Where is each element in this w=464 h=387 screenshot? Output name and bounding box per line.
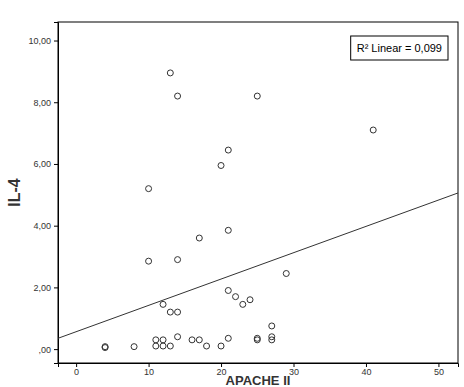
point (254, 93, 260, 99)
point (102, 345, 108, 351)
point (153, 343, 159, 349)
y-tick-mark (54, 102, 58, 103)
y-axis: ,00 2,00 4,00 6,00 8,00 10,00 (28, 23, 58, 364)
marks (58, 70, 458, 351)
y-tick-mark (54, 226, 58, 227)
y-tick: ,00 (38, 344, 58, 354)
x-tick: 50 (434, 363, 444, 377)
y-tick-mark (54, 41, 58, 42)
x-tick-label: 30 (289, 367, 299, 377)
y-tick-mark (54, 287, 58, 288)
point (283, 271, 289, 277)
point (196, 235, 202, 241)
y-tick: 8,00 (33, 98, 58, 108)
point (175, 93, 181, 99)
point (102, 344, 108, 350)
point (160, 343, 166, 349)
annotation-box (351, 36, 448, 60)
y-tick-label: 2,00 (33, 283, 51, 293)
point (218, 343, 224, 349)
y-tick: 10,00 (28, 36, 58, 46)
point (146, 258, 152, 264)
point (218, 162, 224, 168)
y-tick-label: 10,00 (28, 36, 51, 46)
y-tick-label: 6,00 (33, 159, 51, 169)
point (269, 337, 275, 343)
point (131, 344, 137, 350)
y-axis-line (54, 23, 59, 364)
y-tick-mark (54, 164, 58, 165)
point (146, 186, 152, 192)
annotation-text: R² Linear = 0,099 (357, 42, 442, 54)
plot: 01020304050,002,004,006,008,0010,00 (28, 22, 458, 377)
y-tick: 4,00 (33, 221, 58, 231)
point (196, 337, 202, 343)
point (225, 335, 231, 341)
chart: 01020304050,002,004,006,008,0010,00APACH… (0, 0, 464, 387)
y-axis-title: IL-4 (6, 178, 23, 207)
point (204, 343, 210, 349)
x-tick: 30 (289, 363, 299, 377)
point (225, 227, 231, 233)
y-tick: 2,00 (33, 283, 58, 293)
y-tick: 6,00 (33, 159, 58, 169)
point (269, 323, 275, 329)
y-tick-label: 4,00 (33, 221, 51, 231)
point (167, 70, 173, 76)
x-tick: 40 (361, 363, 371, 377)
x-tick-mark (438, 363, 439, 367)
plot-frame (58, 22, 458, 363)
x-tick-mark (366, 363, 367, 367)
x-tick-mark (294, 363, 295, 367)
x-axis-line (59, 364, 459, 368)
point (247, 297, 253, 303)
point (175, 309, 181, 315)
point (189, 337, 195, 343)
annotation: R² Linear = 0,099 (351, 36, 448, 60)
x-tick: 10 (144, 363, 154, 377)
point (175, 334, 181, 340)
point (160, 337, 166, 343)
x-axis-title: APACHE II (226, 373, 291, 387)
point (167, 309, 173, 315)
x-tick-label: 50 (434, 367, 444, 377)
x-tick-mark (149, 363, 150, 367)
point (225, 147, 231, 153)
point (370, 127, 376, 133)
point (233, 294, 239, 300)
x-tick-mark (76, 363, 77, 367)
point (175, 257, 181, 263)
y-tick-label: 8,00 (33, 98, 51, 108)
x-tick-label: 40 (361, 367, 371, 377)
point (240, 301, 246, 307)
x-tick-label: 0 (74, 367, 79, 377)
y-tick-mark (54, 349, 58, 350)
point (153, 337, 159, 343)
fit-line (58, 193, 458, 338)
point (254, 335, 260, 341)
x-tick-label: 10 (144, 367, 154, 377)
point (160, 301, 166, 307)
point (167, 343, 173, 349)
x-tick: 0 (74, 363, 79, 377)
y-tick-label: ,00 (38, 344, 51, 354)
point (225, 287, 231, 293)
x-tick-mark (221, 363, 222, 367)
